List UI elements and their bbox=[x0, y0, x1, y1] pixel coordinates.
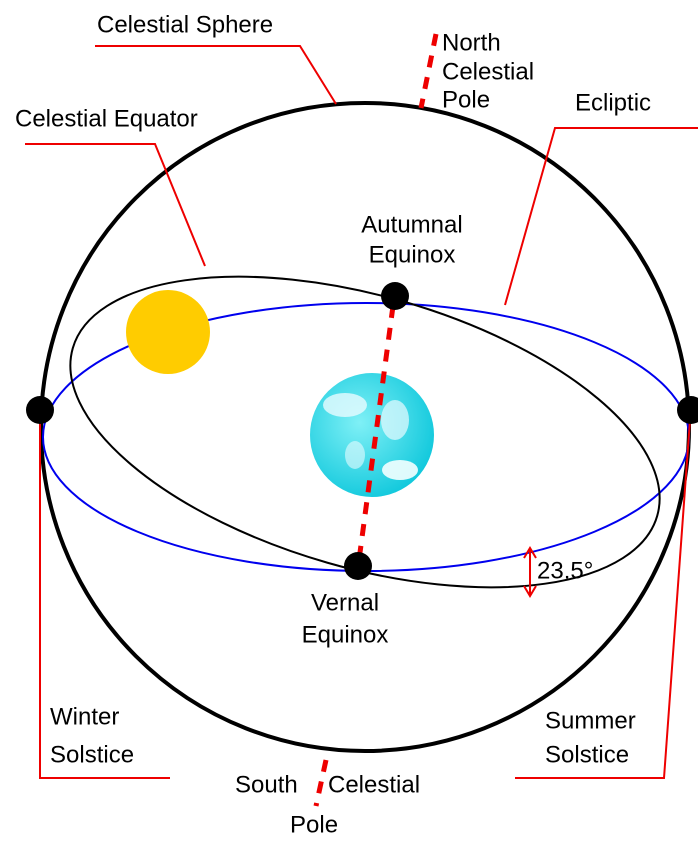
sun bbox=[126, 290, 210, 374]
label: Celestial bbox=[442, 58, 534, 85]
label: Winter bbox=[50, 703, 119, 730]
label: Ecliptic bbox=[575, 89, 651, 116]
label: Equinox bbox=[369, 241, 456, 268]
label: Solstice bbox=[545, 741, 629, 768]
label: Equinox bbox=[302, 621, 389, 648]
label: Solstice bbox=[50, 741, 134, 768]
label: Pole bbox=[442, 86, 490, 113]
label: Celestial bbox=[328, 771, 420, 798]
label: Celestial Sphere bbox=[97, 11, 273, 38]
label: Autumnal bbox=[361, 211, 462, 238]
diagram: Celestial Sphere North Celestial Pole Ec… bbox=[0, 0, 698, 844]
label: Vernal bbox=[311, 589, 379, 616]
label: Summer bbox=[545, 707, 636, 734]
label: Celestial Equator bbox=[15, 105, 198, 132]
label: 23.5° bbox=[537, 557, 593, 584]
label: Pole bbox=[290, 811, 338, 838]
label: North bbox=[442, 29, 501, 56]
label: South bbox=[235, 771, 298, 798]
earth bbox=[310, 373, 434, 497]
